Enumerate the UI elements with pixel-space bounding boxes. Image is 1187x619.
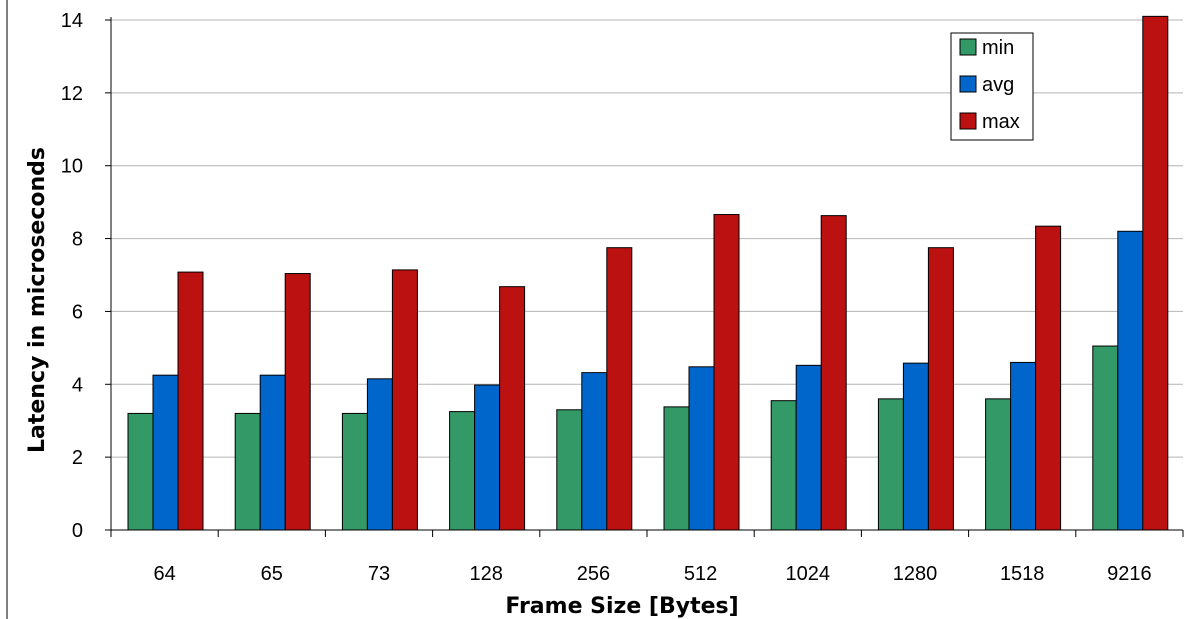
y-axis-title: Latency in microseconds — [25, 147, 50, 453]
x-axis-title: Frame Size [Bytes] — [505, 594, 738, 619]
bar-max-1280 — [927, 247, 954, 531]
x-tick-label: 73 — [368, 563, 390, 585]
y-tick-label: 4 — [72, 374, 83, 396]
bar-min-65 — [234, 412, 261, 531]
y-tick-label: 2 — [72, 447, 83, 469]
x-tick-label: 1518 — [1000, 563, 1045, 585]
bar-min-1024 — [770, 400, 797, 531]
bar-avg-9216 — [1117, 230, 1144, 531]
x-tick-label: 1280 — [893, 563, 938, 585]
y-tick-label: 14 — [61, 10, 83, 32]
legend-label-min: min — [982, 37, 1014, 59]
x-tick-label: 512 — [684, 563, 717, 585]
bar-max-1518 — [1035, 225, 1062, 531]
bar-avg-256 — [581, 372, 608, 531]
y-tick-label: 10 — [61, 156, 83, 178]
bar-min-1280 — [877, 398, 904, 531]
bar-max-256 — [606, 247, 633, 531]
bar-max-73 — [391, 269, 418, 531]
bar-min-512 — [663, 406, 690, 531]
bar-max-9216 — [1142, 15, 1169, 531]
legend-swatch-max — [959, 112, 977, 130]
bar-avg-1518 — [1010, 361, 1037, 531]
y-tick-label: 12 — [61, 83, 83, 105]
legend-label-avg: avg — [982, 74, 1014, 96]
bar-avg-128 — [474, 384, 501, 531]
y-tick-label: 0 — [72, 520, 83, 542]
axes — [105, 17, 1184, 537]
bar-avg-1024 — [795, 364, 822, 531]
x-tick-labels: 64 65 73 128 256 512 1024 1280 1518 9216 — [153, 563, 1151, 585]
legend-swatch-avg — [959, 75, 977, 93]
bar-min-9216 — [1092, 345, 1119, 531]
x-tick-label: 1024 — [786, 563, 831, 585]
x-tick-label: 9216 — [1107, 563, 1152, 585]
bar-max-128 — [499, 286, 526, 531]
bar-max-1024 — [820, 215, 847, 531]
legend-label-max: max — [982, 111, 1020, 133]
bar-max-512 — [713, 214, 740, 531]
bar-min-128 — [449, 411, 476, 531]
x-tick-label: 65 — [261, 563, 283, 585]
bar-avg-64 — [152, 374, 179, 531]
bar-min-64 — [127, 412, 154, 531]
bar-avg-512 — [688, 366, 715, 531]
x-tick-label: 256 — [577, 563, 610, 585]
y-tick-labels: 0 2 4 6 8 10 12 14 — [61, 10, 83, 542]
bar-avg-73 — [366, 378, 393, 531]
bar-max-65 — [284, 273, 311, 531]
legend-swatch-min — [959, 38, 977, 56]
bar-max-64 — [177, 271, 204, 531]
y-tick-label: 8 — [72, 229, 83, 251]
bar-avg-1280 — [902, 362, 929, 531]
y-tick-label: 6 — [72, 301, 83, 323]
x-tick-label: 128 — [470, 563, 503, 585]
bar-min-1518 — [985, 398, 1012, 531]
x-tick-label: 64 — [153, 563, 175, 585]
bar-avg-65 — [259, 374, 286, 531]
bar-min-73 — [341, 412, 368, 531]
bar-min-256 — [556, 409, 583, 531]
legend: min avg max — [950, 32, 1034, 141]
